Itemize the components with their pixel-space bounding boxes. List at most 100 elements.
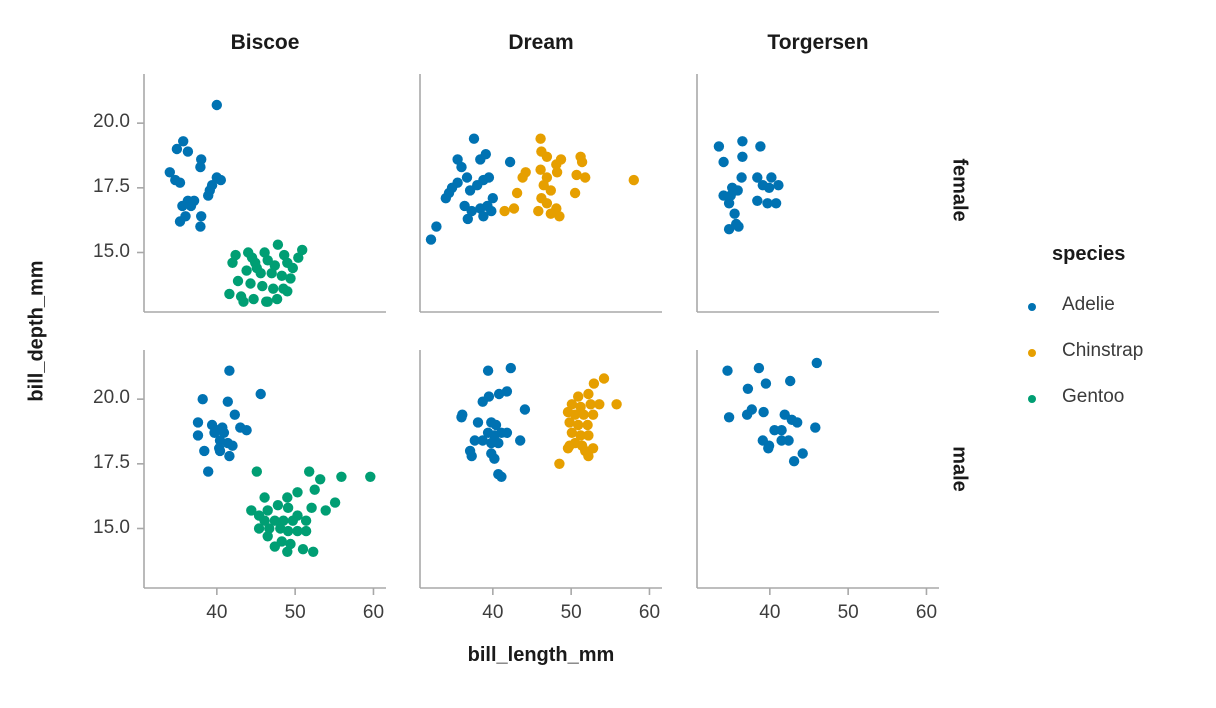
data-point-adelie bbox=[753, 362, 765, 374]
data-point-adelie bbox=[456, 161, 467, 173]
x-tick-label: 50 bbox=[284, 602, 306, 623]
facet-panel-dream-female bbox=[419, 74, 662, 313]
legend-label-gentoo: Gentoo bbox=[1062, 386, 1125, 407]
data-point-chinstrap bbox=[566, 399, 578, 410]
facet-panel-biscoe-female bbox=[137, 74, 386, 313]
data-point-gentoo bbox=[238, 296, 249, 307]
data-point-adelie bbox=[177, 200, 188, 212]
data-point-chinstrap bbox=[545, 185, 556, 196]
data-point-adelie bbox=[203, 466, 214, 477]
data-point-chinstrap bbox=[582, 419, 593, 431]
gentoo-swatch-icon bbox=[1028, 395, 1036, 403]
data-point-adelie bbox=[203, 190, 214, 201]
data-point-chinstrap bbox=[575, 430, 586, 441]
adelie-swatch-icon bbox=[1028, 303, 1036, 311]
data-point-gentoo bbox=[306, 502, 317, 513]
facet-column-title-torgersen: Torgersen bbox=[767, 31, 869, 54]
data-point-gentoo bbox=[285, 538, 296, 550]
data-point-gentoo bbox=[320, 505, 331, 516]
data-point-gentoo bbox=[300, 515, 312, 526]
data-point-adelie bbox=[482, 365, 494, 376]
data-point-chinstrap bbox=[588, 378, 600, 389]
data-point-adelie bbox=[215, 174, 226, 186]
data-point-gentoo bbox=[271, 293, 283, 305]
data-point-adelie bbox=[763, 182, 775, 193]
x-tick-label: 50 bbox=[560, 602, 582, 623]
data-point-adelie bbox=[486, 205, 497, 217]
data-point-adelie bbox=[736, 172, 747, 183]
data-point-chinstrap bbox=[517, 172, 528, 183]
data-point-gentoo bbox=[329, 497, 341, 508]
data-point-adelie bbox=[770, 198, 782, 209]
data-point-chinstrap bbox=[554, 211, 565, 222]
data-point-chinstrap bbox=[575, 401, 586, 413]
data-point-gentoo bbox=[275, 523, 286, 534]
data-point-adelie bbox=[785, 375, 796, 387]
data-point-gentoo bbox=[264, 523, 275, 534]
data-point-adelie bbox=[723, 224, 735, 235]
data-point-chinstrap bbox=[587, 409, 599, 420]
data-point-adelie bbox=[456, 412, 467, 423]
data-point-gentoo bbox=[248, 293, 259, 305]
data-point-chinstrap bbox=[541, 151, 553, 162]
data-point-adelie bbox=[810, 422, 821, 433]
data-point-gentoo bbox=[315, 474, 326, 485]
data-point-gentoo bbox=[259, 492, 270, 503]
x-tick-label: 60 bbox=[915, 602, 938, 623]
data-point-gentoo bbox=[269, 515, 280, 526]
data-point-gentoo bbox=[259, 515, 270, 526]
data-point-adelie bbox=[174, 216, 186, 227]
data-point-adelie bbox=[723, 198, 735, 209]
data-point-gentoo bbox=[276, 270, 287, 281]
data-point-gentoo bbox=[259, 247, 270, 258]
data-point-adelie bbox=[195, 161, 206, 173]
data-point-chinstrap bbox=[580, 172, 591, 183]
x-tick-label: 60 bbox=[362, 602, 385, 623]
data-point-gentoo bbox=[282, 502, 294, 513]
data-point-adelie bbox=[733, 221, 744, 232]
data-point-adelie bbox=[478, 211, 489, 222]
data-point-gentoo bbox=[282, 286, 293, 297]
data-point-adelie bbox=[723, 412, 735, 423]
data-point-chinstrap bbox=[611, 399, 622, 410]
data-point-adelie bbox=[477, 435, 488, 446]
data-point-gentoo bbox=[251, 262, 262, 274]
chinstrap-swatch-icon bbox=[1028, 349, 1036, 357]
data-point-adelie bbox=[760, 378, 772, 389]
data-point-adelie bbox=[752, 195, 763, 206]
data-point-chinstrap bbox=[511, 187, 523, 199]
data-point-chinstrap bbox=[551, 167, 563, 178]
data-point-gentoo bbox=[269, 541, 280, 552]
data-point-adelie bbox=[763, 443, 774, 454]
y-tick-label: 17.5 bbox=[93, 175, 130, 197]
data-point-chinstrap bbox=[576, 156, 588, 168]
y-tick-label: 20.0 bbox=[93, 111, 130, 133]
data-point-chinstrap bbox=[583, 388, 594, 400]
data-point-gentoo bbox=[253, 523, 265, 534]
data-point-chinstrap bbox=[535, 133, 546, 144]
data-point-gentoo bbox=[262, 296, 273, 307]
data-point-chinstrap bbox=[569, 409, 581, 420]
legend-label-adelie: Adelie bbox=[1062, 294, 1115, 315]
data-point-chinstrap bbox=[578, 409, 589, 420]
data-point-adelie bbox=[773, 180, 784, 191]
data-point-adelie bbox=[490, 419, 502, 431]
data-point-adelie bbox=[241, 425, 252, 436]
data-point-gentoo bbox=[262, 531, 273, 542]
data-point-gentoo bbox=[292, 487, 303, 498]
data-point-gentoo bbox=[308, 546, 319, 557]
data-point-chinstrap bbox=[508, 203, 520, 214]
y-tick-label: 17.5 bbox=[93, 451, 130, 473]
data-point-adelie bbox=[197, 394, 208, 405]
data-point-adelie bbox=[811, 357, 822, 369]
data-point-adelie bbox=[164, 167, 175, 178]
data-point-gentoo bbox=[245, 278, 256, 289]
data-point-chinstrap bbox=[569, 187, 581, 199]
data-point-adelie bbox=[466, 205, 477, 217]
data-point-adelie bbox=[171, 143, 183, 155]
data-point-chinstrap bbox=[573, 391, 584, 402]
data-point-adelie bbox=[227, 440, 238, 451]
data-point-adelie bbox=[466, 450, 477, 462]
x-axis-label: bill_length_mm bbox=[467, 644, 615, 666]
data-point-gentoo bbox=[282, 546, 293, 557]
